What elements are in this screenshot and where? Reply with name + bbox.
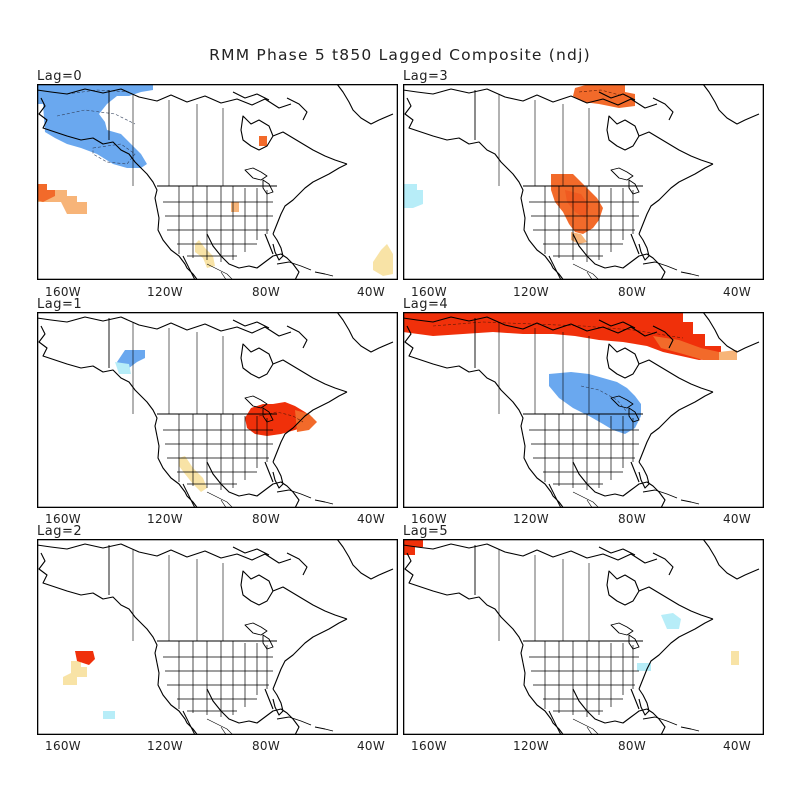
anomaly-warm-pale-baja <box>195 240 215 268</box>
lon-tick-160w: 160W <box>45 285 81 299</box>
anomaly-warm-pale-atlantic <box>373 244 393 276</box>
lon-tick-80w: 80W <box>251 512 281 526</box>
anomaly-warm-pale-atlantic <box>731 651 739 665</box>
lon-tick-160w: 160W <box>45 739 81 753</box>
map-panel-lag-5 <box>403 539 764 735</box>
lon-tick-80w: 80W <box>251 739 281 753</box>
map-panel-lag-3 <box>403 84 764 280</box>
anomaly-warm-hudson <box>259 136 267 146</box>
anomaly-warm-arctic-canada <box>403 312 721 360</box>
lon-tick-80w: 80W <box>617 739 647 753</box>
panel-label-lag-3: Lag=3 <box>403 69 449 84</box>
lon-tick-40w: 40W <box>356 739 386 753</box>
figure-title: RMM Phase 5 t850 Lagged Composite (ndj) <box>209 46 591 64</box>
panel-label-lag-2: Lag=2 <box>37 524 83 539</box>
lon-tick-120w: 120W <box>147 739 183 753</box>
map-panel-lag-4 <box>403 312 764 508</box>
lon-tick-40w: 40W <box>722 739 752 753</box>
panel-label-lag-5: Lag=5 <box>403 524 449 539</box>
anomaly-cool-northern-plains <box>549 372 641 434</box>
map-panel-lag-2 <box>37 539 398 735</box>
anomaly-warm-pale-central-pacific <box>63 661 87 685</box>
lon-tick-80w: 80W <box>617 285 647 299</box>
anomaly-warm-mid-central-pacific <box>37 184 55 202</box>
map-panel-lag-1 <box>37 312 398 508</box>
lon-tick-160w: 160W <box>411 512 447 526</box>
lon-tick-40w: 40W <box>356 285 386 299</box>
lon-tick-40w: 40W <box>722 512 752 526</box>
anomaly-warm-western-alaska <box>403 539 423 555</box>
anomaly-warm-dark-central-pacific <box>75 651 95 665</box>
panel-label-lag-1: Lag=1 <box>37 297 83 312</box>
lon-tick-120w: 120W <box>513 285 549 299</box>
anomaly-warm-northern-canada <box>573 84 635 108</box>
anomaly-cool-ne-pacific <box>403 184 423 208</box>
panel-label-lag-4: Lag=4 <box>403 297 449 312</box>
lon-tick-160w: 160W <box>411 739 447 753</box>
panel-label-lag-0: Lag=0 <box>37 69 83 84</box>
lon-tick-120w: 120W <box>513 512 549 526</box>
lon-tick-40w: 40W <box>722 285 752 299</box>
anomaly-cool-pale-subtropical <box>103 711 115 719</box>
lon-tick-160w: 160W <box>411 285 447 299</box>
anomaly-cool-pale-new-england <box>661 613 681 629</box>
lon-tick-120w: 120W <box>147 512 183 526</box>
lon-tick-40w: 40W <box>356 512 386 526</box>
lon-tick-160w: 160W <box>45 512 81 526</box>
lon-tick-80w: 80W <box>251 285 281 299</box>
map-panel-lag-0 <box>37 84 398 280</box>
lon-tick-120w: 120W <box>513 739 549 753</box>
lon-tick-120w: 120W <box>147 285 183 299</box>
lon-tick-80w: 80W <box>617 512 647 526</box>
anomaly-cool-gulf-of-alaska <box>37 84 153 168</box>
